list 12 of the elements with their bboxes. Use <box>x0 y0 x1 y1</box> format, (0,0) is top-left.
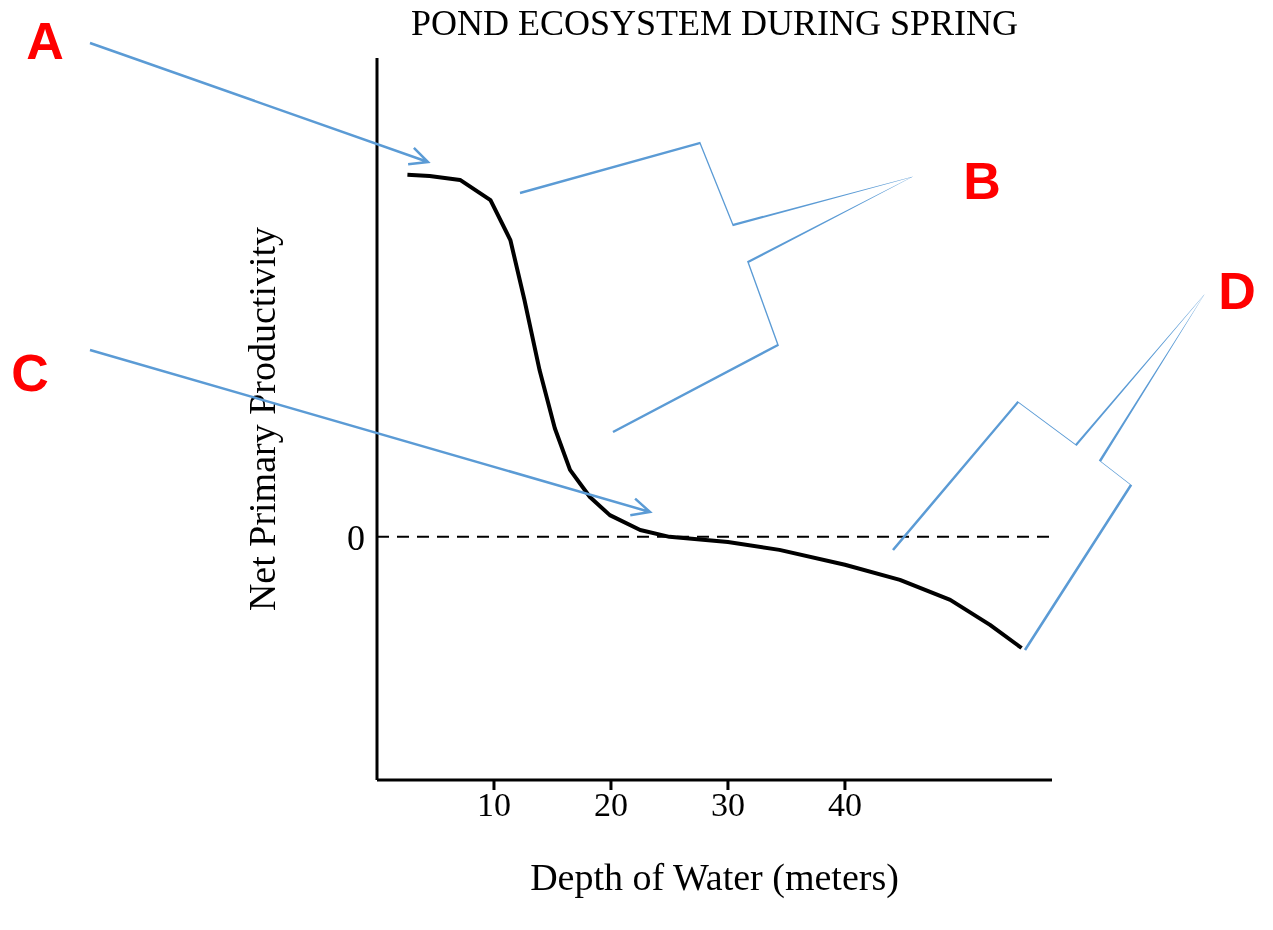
x-tick-label: 20 <box>593 786 628 824</box>
x-axis-title: Depth of Water (meters) <box>530 856 899 899</box>
annotation: B <box>963 152 1001 210</box>
ref-line-label: 0 <box>347 517 365 558</box>
x-tick-label: 30 <box>710 786 745 824</box>
x-tick-label: 10 <box>476 786 511 824</box>
chart-title: POND ECOSYSTEM DURING SPRING <box>409 2 1020 44</box>
text: C <box>11 344 49 402</box>
x-tick-label: 40 <box>827 786 862 824</box>
text: A <box>26 12 64 70</box>
y-axis-title: Net Primary Productivity <box>241 226 284 612</box>
text: D <box>1218 262 1256 320</box>
